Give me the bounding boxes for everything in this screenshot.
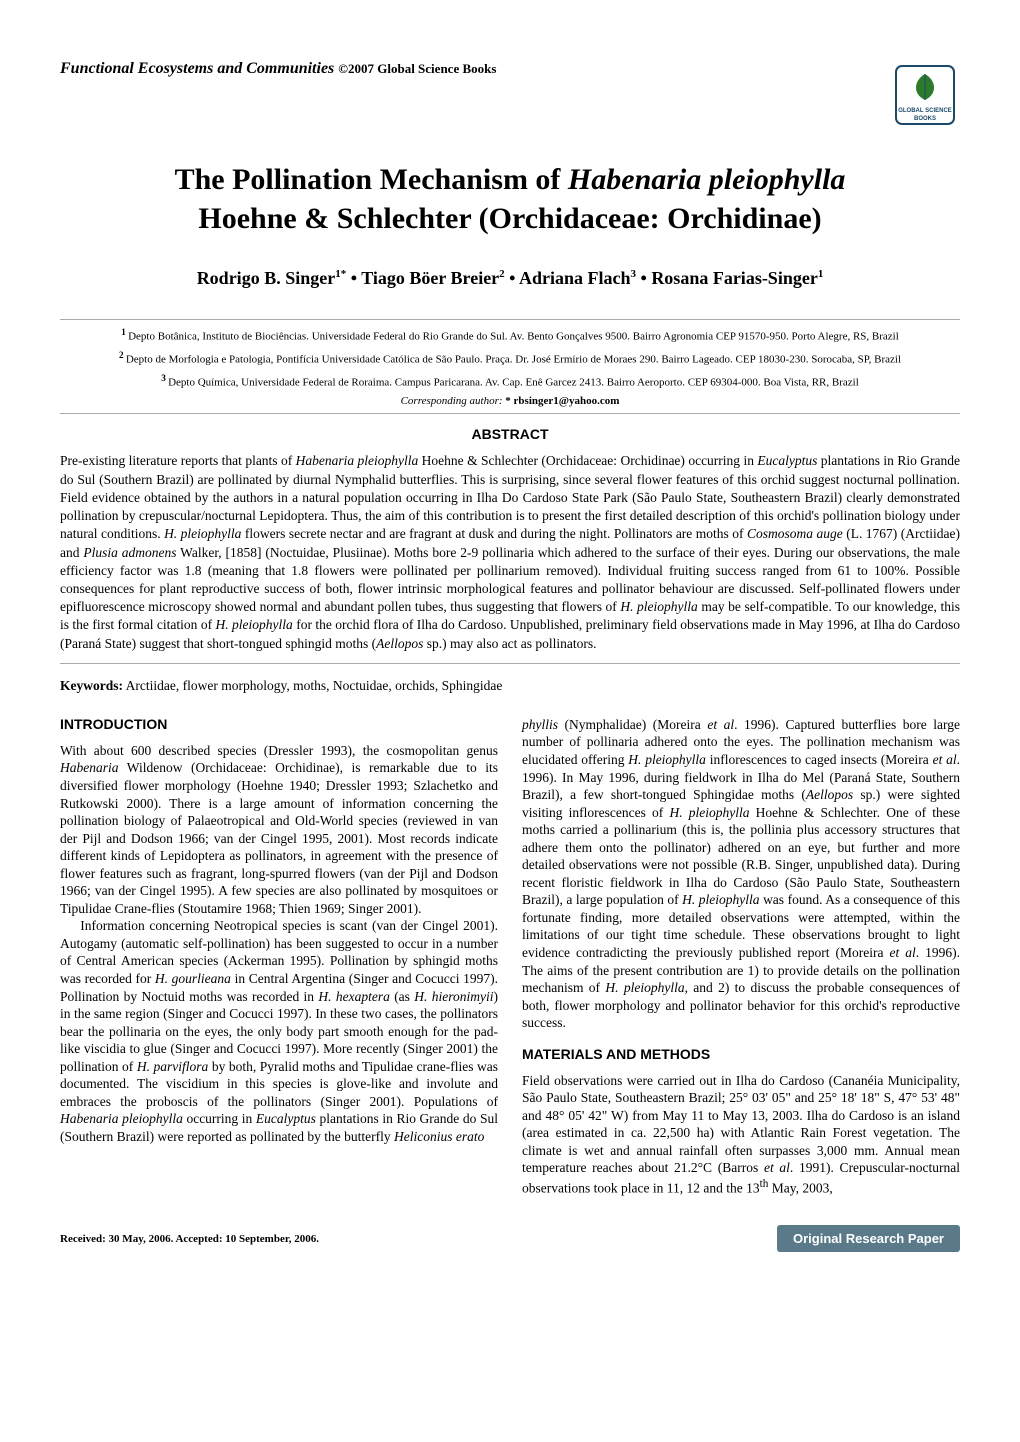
text-run: H. parviflora (137, 1059, 208, 1074)
text-run: H. gourlieana (155, 971, 231, 986)
affiliation: 1 Depto Botânica, Instituto de Biociênci… (60, 326, 960, 345)
keywords: Keywords: Arctiidae, flower morphology, … (60, 678, 960, 694)
publisher-logo-icon: GLOBAL SCIENCE BOOKS (890, 60, 960, 130)
text-run: Aellopos (806, 787, 853, 802)
header: Functional Ecosystems and Communities ©2… (60, 60, 960, 130)
text-run: H. pleiophylla (605, 980, 684, 995)
introduction-continued: phyllis (Nymphalidae) (Moreira et al. 19… (522, 716, 960, 1032)
text-run: Habenaria pleiophylla (296, 453, 419, 468)
author-affil-marker: 2 (499, 268, 505, 280)
right-column: phyllis (Nymphalidae) (Moreira et al. 19… (522, 716, 960, 1197)
journal-copyright: ©2007 Global Science Books (338, 61, 496, 76)
journal-info: Functional Ecosystems and Communities ©2… (60, 60, 496, 78)
intro-para-1: With about 600 described species (Dressl… (60, 742, 498, 917)
text-run: H. hieronimyii (414, 989, 493, 1004)
text-run: Eucalyptus (757, 453, 817, 468)
text-run: Habenaria pleiophylla (60, 1111, 183, 1126)
text-run: Aellopos (376, 636, 423, 651)
authors-list: Rodrigo B. Singer1* • Tiago Böer Breier2… (60, 268, 960, 289)
intro-para-2: Information concerning Neotropical speci… (60, 917, 498, 1145)
received-dates: Received: 30 May, 2006. Accepted: 10 Sep… (60, 1233, 319, 1245)
introduction-body: With about 600 described species (Dressl… (60, 742, 498, 1146)
corresponding-star: * (505, 395, 511, 407)
text-run: et al (764, 1160, 790, 1175)
text-run: Cosmosoma auge (747, 526, 843, 541)
abstract-text: Pre-existing literature reports that pla… (60, 452, 960, 652)
author-affil-marker: 1 (818, 268, 824, 280)
text-run: phyllis (522, 717, 558, 732)
body-columns: INTRODUCTION With about 600 described sp… (60, 716, 960, 1197)
affiliation-number: 3 (161, 373, 168, 383)
affiliation-number: 1 (121, 327, 128, 337)
text-run: H. hexaptera (318, 989, 389, 1004)
affiliation-number: 2 (119, 350, 126, 360)
text-run: et al (707, 717, 734, 732)
corresponding-author: Corresponding author: * rbsinger1@yahoo.… (60, 395, 960, 407)
corresponding-label: Corresponding author (401, 395, 499, 407)
text-run: Eucalyptus (256, 1111, 316, 1126)
left-column: INTRODUCTION With about 600 described sp… (60, 716, 498, 1197)
article-type-badge: Original Research Paper (777, 1225, 960, 1252)
author: Rosana Farias-Singer1 (651, 268, 823, 288)
text-run: H. pleiophylla (216, 617, 293, 632)
text-run: et al (889, 945, 915, 960)
text-run: et al (933, 752, 957, 767)
affiliation: 3 Depto Química, Universidade Federal de… (60, 372, 960, 391)
text-run: H. pleiophylla (628, 752, 706, 767)
svg-text:GLOBAL SCIENCE: GLOBAL SCIENCE (898, 108, 952, 114)
abstract-heading: ABSTRACT (60, 426, 960, 442)
svg-text:BOOKS: BOOKS (914, 116, 936, 122)
methods-heading: MATERIALS AND METHODS (522, 1046, 960, 1062)
title-species: Habenaria pleiophylla (568, 163, 846, 196)
text-run: Habenaria (60, 760, 119, 775)
author: Adriana Flach3 (519, 268, 636, 288)
intro-para-col2: phyllis (Nymphalidae) (Moreira et al. 19… (522, 716, 960, 1032)
text-run: Plusia admonens (83, 545, 176, 560)
title-line2: Hoehne & Schlechter (Orchidaceae: Orchid… (198, 202, 821, 235)
divider (60, 319, 960, 320)
article-title: The Pollination Mechanism of Habenaria p… (60, 160, 960, 238)
text-run: th (760, 1178, 769, 1190)
text-run: H. pleiophylla (669, 805, 749, 820)
title-line1-prefix: The Pollination Mechanism of (175, 163, 568, 196)
author: Tiago Böer Breier2 (361, 268, 504, 288)
journal-name: Functional Ecosystems and Communities (60, 60, 334, 77)
introduction-heading: INTRODUCTION (60, 716, 498, 732)
author-affil-marker: 1* (335, 268, 346, 280)
keywords-text: Arctiidae, flower morphology, moths, Noc… (126, 678, 503, 693)
text-run: Heliconius erato (394, 1129, 484, 1144)
divider (60, 413, 960, 414)
divider (60, 663, 960, 664)
methods-body: Field observations were carried out in I… (522, 1072, 960, 1197)
corresponding-email: rbsinger1@yahoo.com (514, 395, 620, 407)
author-affil-marker: 3 (631, 268, 637, 280)
text-run: H. pleiophylla (620, 599, 697, 614)
keywords-label: Keywords: (60, 678, 123, 693)
methods-para-1: Field observations were carried out in I… (522, 1072, 960, 1197)
page-footer: Received: 30 May, 2006. Accepted: 10 Sep… (60, 1225, 960, 1252)
text-run: H. pleiophylla (682, 892, 759, 907)
text-run: H. pleiophylla (164, 526, 241, 541)
affiliation: 2 Depto de Morfologia e Patologia, Ponti… (60, 349, 960, 368)
author: Rodrigo B. Singer1* (197, 268, 347, 288)
